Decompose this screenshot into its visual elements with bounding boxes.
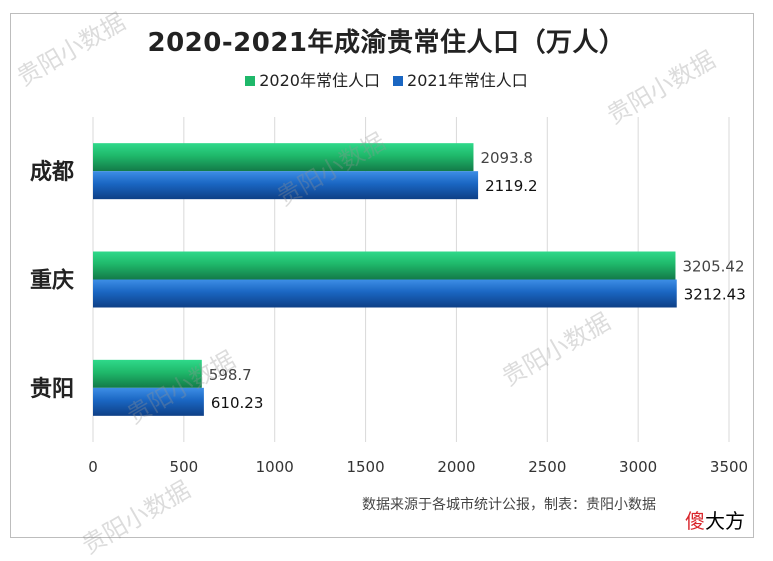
bar-1 [93, 171, 479, 200]
category-label: 重庆 [30, 268, 74, 294]
legend: 2020年常住人口 2021年常住人口 [0, 67, 773, 91]
x-tick-label: 0 [88, 458, 98, 476]
data-label: 598.7 [209, 366, 252, 384]
bar-1 [93, 279, 677, 308]
x-tick-label: 2000 [437, 458, 475, 476]
bar-0 [93, 251, 676, 280]
x-tick-label: 3500 [710, 458, 748, 476]
corner-logo: 傻大方 [683, 505, 747, 534]
corner-logo-mark: 傻 [685, 509, 705, 533]
category-label: 成都 [30, 160, 74, 185]
bar-1 [93, 387, 204, 416]
x-tick-label: 500 [170, 458, 199, 476]
data-label: 2093.8 [480, 149, 533, 167]
data-label: 2119.2 [485, 177, 538, 195]
chart-title: 2020-2021年成渝贵常住人口（万人） [147, 28, 626, 58]
x-tick-label: 3000 [619, 458, 657, 476]
source-note: 数据来源于各城市统计公报，制表：贵阳小数据 [362, 497, 656, 513]
legend-label-2020: 2020年常住人口 [259, 71, 380, 90]
legend-swatch-2021 [393, 76, 404, 86]
bar-0 [93, 359, 202, 388]
category-label: 贵阳 [30, 377, 74, 402]
legend-swatch-2020 [245, 76, 256, 86]
data-label: 3212.43 [684, 286, 746, 304]
legend-item-2020: 2020年常住人口 [245, 67, 380, 91]
x-tick-label: 1500 [346, 458, 384, 476]
bar-0 [93, 143, 474, 172]
corner-logo-text: 大方 [705, 509, 745, 533]
data-label: 610.23 [211, 394, 264, 412]
legend-label-2021: 2021年常住人口 [407, 71, 528, 90]
legend-item-2021: 2021年常住人口 [393, 67, 528, 91]
data-label: 3205.42 [682, 258, 744, 276]
x-tick-label: 1000 [256, 458, 294, 476]
x-tick-label: 2500 [528, 458, 566, 476]
